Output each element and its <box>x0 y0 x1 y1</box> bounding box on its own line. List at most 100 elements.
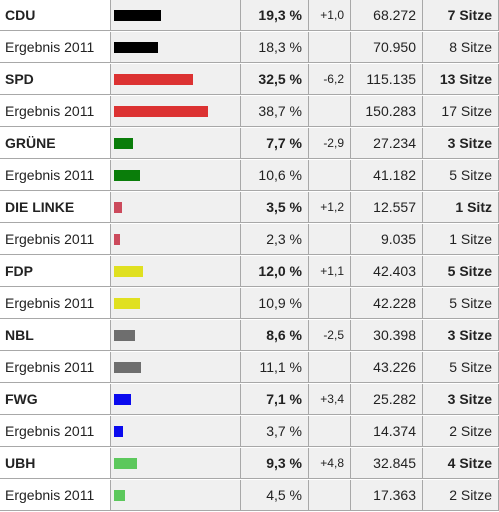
previous-label: Ergebnis 2011 <box>0 160 111 191</box>
votes: 150.283 <box>351 96 423 127</box>
previous-label: Ergebnis 2011 <box>0 480 111 511</box>
seats: 4 Sitze <box>423 448 499 479</box>
share-bar <box>114 298 141 309</box>
change <box>309 224 351 255</box>
seats: 17 Sitze <box>423 96 499 127</box>
share-bar <box>114 266 144 277</box>
votes: 68.272 <box>351 0 423 31</box>
previous-label: Ergebnis 2011 <box>0 416 111 447</box>
previous-label: Ergebnis 2011 <box>0 288 111 319</box>
share-bar <box>114 362 141 373</box>
votes: 14.374 <box>351 416 423 447</box>
share-bar <box>114 458 137 469</box>
bar-cell <box>111 192 241 223</box>
votes: 12.557 <box>351 192 423 223</box>
share: 8,6 % <box>241 320 309 351</box>
seats: 2 Sitze <box>423 416 499 447</box>
share: 9,3 % <box>241 448 309 479</box>
bar-cell <box>111 256 241 287</box>
share-bar <box>114 170 140 181</box>
previous-label: Ergebnis 2011 <box>0 224 111 255</box>
bar-cell <box>111 224 241 255</box>
bar-cell <box>111 352 241 383</box>
bar-cell <box>111 480 241 511</box>
votes: 43.226 <box>351 352 423 383</box>
share: 7,1 % <box>241 384 309 415</box>
bar-cell <box>111 288 241 319</box>
change: +1,2 <box>309 192 351 223</box>
change: +4,8 <box>309 448 351 479</box>
bar-cell <box>111 128 241 159</box>
party-name: CDU <box>0 0 111 31</box>
change: -6,2 <box>309 64 351 95</box>
change <box>309 288 351 319</box>
seats: 3 Sitze <box>423 320 499 351</box>
share: 3,7 % <box>241 416 309 447</box>
share-bar <box>114 330 135 341</box>
change <box>309 480 351 511</box>
share-bar <box>114 74 193 85</box>
seats: 5 Sitze <box>423 352 499 383</box>
votes: 17.363 <box>351 480 423 511</box>
share-bar <box>114 490 125 501</box>
share: 4,5 % <box>241 480 309 511</box>
bar-cell <box>111 96 241 127</box>
previous-label: Ergebnis 2011 <box>0 352 111 383</box>
share: 10,9 % <box>241 288 309 319</box>
party-name: FWG <box>0 384 111 415</box>
votes: 27.234 <box>351 128 423 159</box>
seats: 1 Sitz <box>423 192 499 223</box>
share-bar <box>114 138 133 149</box>
change <box>309 352 351 383</box>
seats: 2 Sitze <box>423 480 499 511</box>
seats: 3 Sitze <box>423 384 499 415</box>
seats: 7 Sitze <box>423 0 499 31</box>
previous-label: Ergebnis 2011 <box>0 32 111 63</box>
change: +3,4 <box>309 384 351 415</box>
seats: 3 Sitze <box>423 128 499 159</box>
votes: 115.135 <box>351 64 423 95</box>
bar-cell <box>111 320 241 351</box>
change <box>309 32 351 63</box>
share: 2,3 % <box>241 224 309 255</box>
party-name: UBH <box>0 448 111 479</box>
seats: 5 Sitze <box>423 256 499 287</box>
change <box>309 416 351 447</box>
share: 32,5 % <box>241 64 309 95</box>
bar-cell <box>111 0 241 31</box>
bar-cell <box>111 32 241 63</box>
seats: 8 Sitze <box>423 32 499 63</box>
change: -2,5 <box>309 320 351 351</box>
share: 3,5 % <box>241 192 309 223</box>
seats: 5 Sitze <box>423 160 499 191</box>
bar-cell <box>111 448 241 479</box>
party-name: DIE LINKE <box>0 192 111 223</box>
share: 12,0 % <box>241 256 309 287</box>
votes: 30.398 <box>351 320 423 351</box>
change: +1,0 <box>309 0 351 31</box>
share-bar <box>114 234 120 245</box>
share-bar <box>114 106 208 117</box>
seats: 1 Sitze <box>423 224 499 255</box>
party-name: FDP <box>0 256 111 287</box>
share-bar <box>114 10 161 21</box>
votes: 42.228 <box>351 288 423 319</box>
votes: 42.403 <box>351 256 423 287</box>
bar-cell <box>111 160 241 191</box>
change <box>309 160 351 191</box>
bar-cell <box>111 416 241 447</box>
share-bar <box>114 202 123 213</box>
change <box>309 96 351 127</box>
share: 18,3 % <box>241 32 309 63</box>
votes: 41.182 <box>351 160 423 191</box>
share-bar <box>114 426 123 437</box>
previous-label: Ergebnis 2011 <box>0 96 111 127</box>
votes: 32.845 <box>351 448 423 479</box>
party-name: GRÜNE <box>0 128 111 159</box>
share: 10,6 % <box>241 160 309 191</box>
party-name: SPD <box>0 64 111 95</box>
party-name: NBL <box>0 320 111 351</box>
share: 7,7 % <box>241 128 309 159</box>
change: -2,9 <box>309 128 351 159</box>
